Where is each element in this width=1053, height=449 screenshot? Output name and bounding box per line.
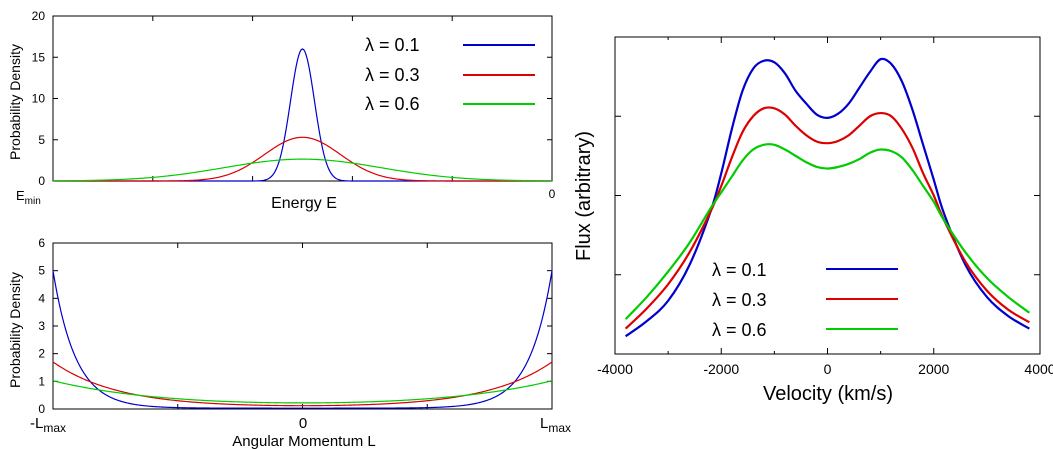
energy-y-ticks: 0 5 10 15 20 [32, 9, 552, 188]
energy-ylabel: Probability Density [7, 44, 23, 160]
angular-ytick-label: 5 [38, 264, 45, 278]
flux-x-ticks: -4000 -2000 0 2000 4000 [597, 37, 1053, 377]
energy-series-line-2 [53, 158, 552, 182]
energy-ytick-label: 0 [38, 174, 45, 188]
flux-xlabel: Velocity (km/s) [763, 383, 893, 405]
energy-series-lines [53, 48, 552, 182]
energy-legend: λ = 0.1 λ = 0.3 λ = 0.6 [365, 35, 535, 114]
energy-ytick-label: 15 [32, 50, 46, 64]
energy-legend-label-2: λ = 0.6 [365, 94, 420, 114]
angular-series-line-2 [52, 380, 553, 404]
flux-legend: λ = 0.1 λ = 0.3 λ = 0.6 [712, 260, 898, 340]
energy-xlabel: Energy E [271, 195, 337, 212]
angular-xtick-center: 0 [299, 415, 307, 432]
energy-series-line-1 [53, 136, 552, 182]
angular-ytick-label: 0 [38, 402, 45, 416]
angular-y-ticks: 0 1 2 3 4 5 6 [38, 236, 552, 416]
angular-xlabel: Angular Momentum L [232, 433, 375, 449]
energy-plot-frame [52, 15, 553, 182]
flux-series-lines [624, 57, 1031, 338]
angular-ylabel: Probability Density [7, 272, 23, 388]
angular-series-lines [52, 270, 553, 409]
angular-xtick-left: -Lmax [30, 415, 66, 435]
flux-series-line-0 [624, 57, 1030, 338]
energy-series-line-0 [53, 48, 552, 182]
energy-ytick-label: 5 [38, 133, 45, 147]
flux-xtick-label: 2000 [918, 361, 949, 377]
flux-legend-label-2: λ = 0.6 [712, 320, 767, 340]
angular-chart: 0 1 2 3 4 5 6 Probability Density Angular Mome… [7, 236, 571, 449]
flux-chart: -4000 -2000 0 2000 4000 Flux (arbitrary) Vel… [573, 36, 1053, 405]
flux-xtick-label: -4000 [597, 361, 633, 377]
angular-ytick-label: 6 [38, 236, 45, 250]
energy-ytick-label: 10 [32, 92, 46, 106]
energy-legend-label-0: λ = 0.1 [365, 35, 420, 55]
flux-legend-label-1: λ = 0.3 [712, 290, 767, 310]
flux-series-line-1 [624, 106, 1030, 330]
angular-ytick-label: 1 [38, 374, 45, 388]
angular-xtick-right: Lmax [540, 415, 571, 435]
flux-series-line-2 [624, 143, 1031, 320]
flux-xtick-label: 0 [824, 361, 832, 377]
energy-ytick-label: 20 [32, 9, 46, 23]
angular-series-line-1 [52, 361, 553, 407]
flux-xtick-label: 4000 [1024, 361, 1053, 377]
angular-ytick-label: 3 [38, 319, 45, 333]
flux-y-ticks [615, 115, 1040, 276]
flux-xtick-label: -2000 [703, 361, 739, 377]
flux-legend-label-0: λ = 0.1 [712, 260, 767, 280]
energy-x-ticks [152, 16, 453, 181]
angular-ytick-label: 4 [38, 291, 45, 305]
angular-ytick-label: 2 [38, 347, 45, 361]
angular-series-line-0 [52, 270, 553, 409]
flux-ylabel: Flux (arbitrary) [573, 131, 595, 261]
flux-plot-frame [614, 36, 1041, 355]
energy-xtick-left: Emin [16, 188, 41, 207]
energy-legend-label-1: λ = 0.3 [365, 65, 420, 85]
energy-xtick-right: 0 [549, 187, 556, 201]
energy-chart: 0 5 10 15 20 Probability Density Energy E Em… [7, 9, 556, 212]
angular-plot-frame [52, 242, 553, 410]
angular-x-ticks [177, 243, 428, 409]
